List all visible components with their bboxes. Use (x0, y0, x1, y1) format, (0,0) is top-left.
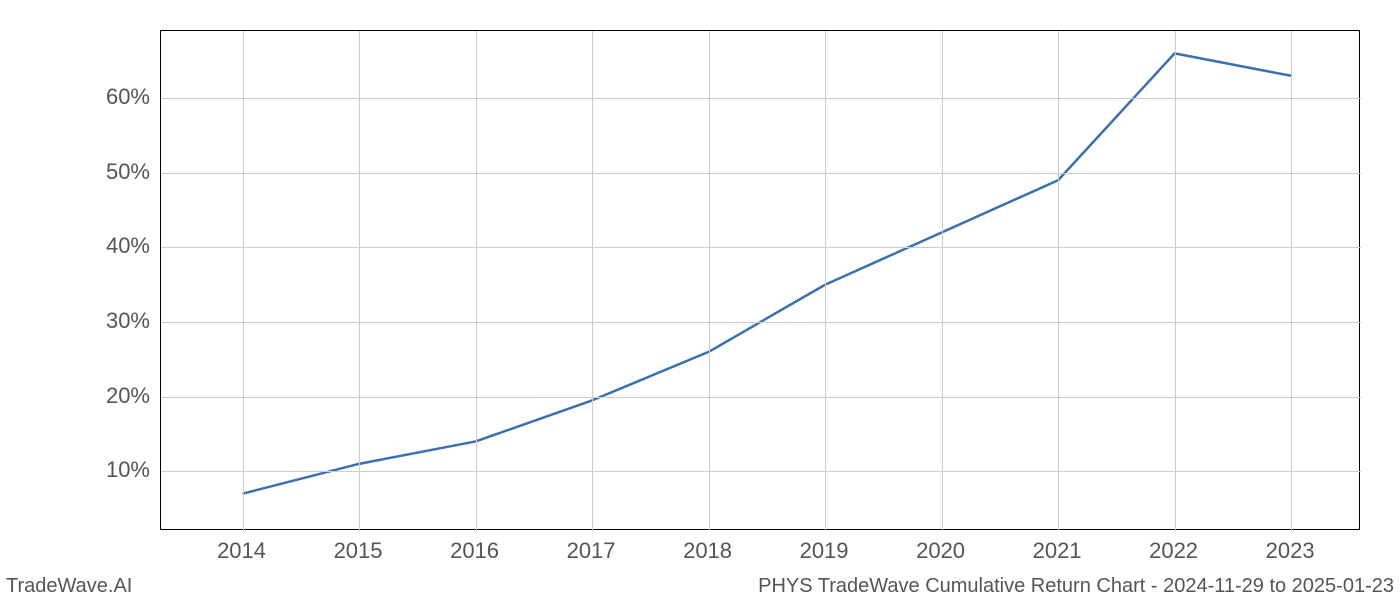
x-tick-label: 2016 (450, 538, 499, 564)
gridline-vertical (1058, 31, 1059, 531)
y-tick-label: 40% (90, 233, 150, 259)
gridline-vertical (1291, 31, 1292, 531)
gridline-vertical (942, 31, 943, 531)
gridline-horizontal (161, 322, 1361, 323)
y-tick-label: 10% (90, 457, 150, 483)
gridline-vertical (1175, 31, 1176, 531)
x-tick-label: 2020 (916, 538, 965, 564)
x-tick-label: 2023 (1266, 538, 1315, 564)
gridline-vertical (709, 31, 710, 531)
gridline-vertical (825, 31, 826, 531)
gridline-vertical (243, 31, 244, 531)
x-tick-label: 2015 (334, 538, 383, 564)
gridline-horizontal (161, 98, 1361, 99)
x-tick-label: 2018 (683, 538, 732, 564)
line-series-svg (161, 31, 1361, 531)
y-tick-label: 60% (90, 84, 150, 110)
gridline-horizontal (161, 397, 1361, 398)
gridline-horizontal (161, 471, 1361, 472)
y-tick-label: 20% (90, 383, 150, 409)
x-tick-label: 2014 (217, 538, 266, 564)
x-tick-label: 2017 (567, 538, 616, 564)
footer-caption: PHYS TradeWave Cumulative Return Chart -… (758, 575, 1394, 598)
gridline-vertical (359, 31, 360, 531)
x-tick-label: 2022 (1149, 538, 1198, 564)
gridline-horizontal (161, 173, 1361, 174)
gridline-horizontal (161, 247, 1361, 248)
plot-area (160, 30, 1360, 530)
return-series-line (243, 53, 1292, 493)
cumulative-return-chart: 2014 2015 2016 2017 2018 2019 2020 2021 2022 2023… (0, 0, 1400, 600)
x-tick-label: 2021 (1033, 538, 1082, 564)
x-tick-label: 2019 (800, 538, 849, 564)
gridline-vertical (592, 31, 593, 531)
footer-brand: TradeWave.AI (6, 575, 132, 598)
y-tick-label: 30% (90, 308, 150, 334)
gridline-vertical (476, 31, 477, 531)
y-tick-label: 50% (90, 159, 150, 185)
